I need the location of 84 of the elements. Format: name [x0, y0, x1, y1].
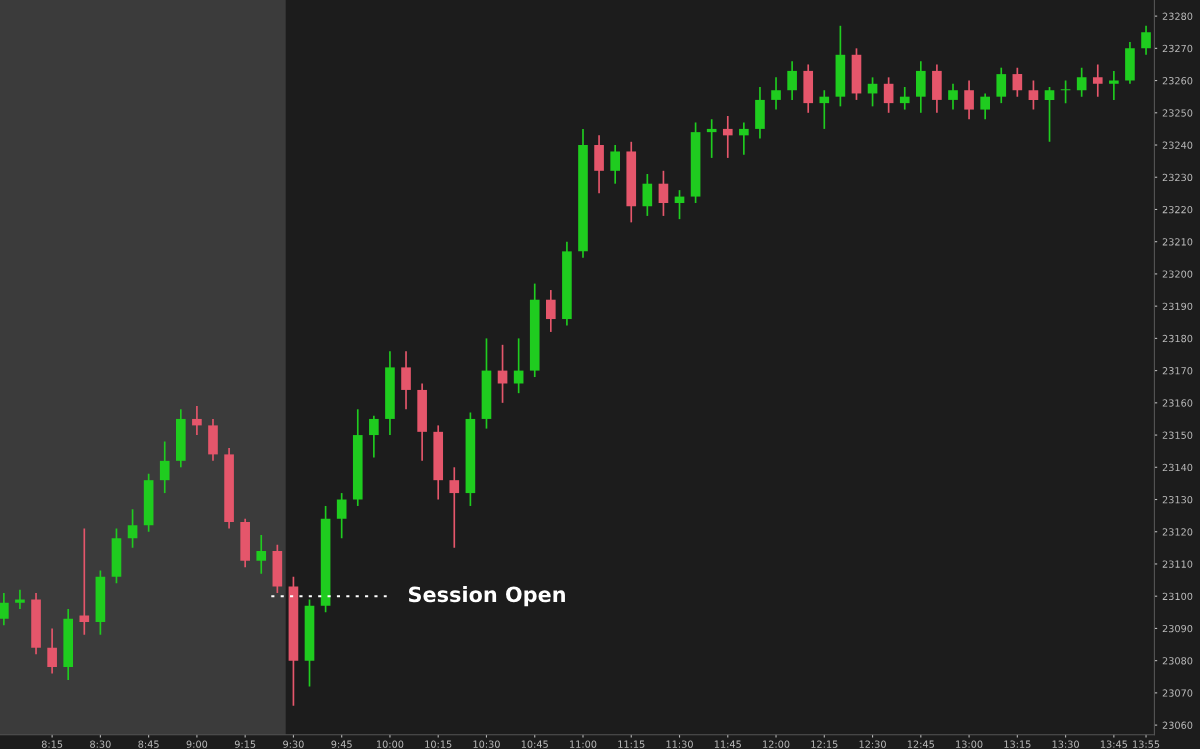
x-tick-label: 8:30 [90, 740, 111, 748]
y-tick-label: 23160 [1162, 399, 1193, 407]
candlestick [964, 79, 974, 121]
y-tick-label: 23270 [1162, 44, 1193, 53]
x-tick-label: 11:15 [618, 740, 645, 748]
candlestick [658, 169, 669, 217]
candlestick [401, 350, 411, 411]
y-tick-label: 23100 [1162, 592, 1193, 601]
y-tick-label: 23170 [1162, 367, 1193, 375]
candlestick [1076, 66, 1087, 98]
candlestick [739, 121, 749, 156]
candlestick [1092, 63, 1103, 98]
y-tick-label: 23220 [1162, 205, 1193, 214]
candlestick [192, 405, 202, 436]
y-tick-label: 23060 [1162, 721, 1193, 729]
y-tick-label: 23130 [1162, 495, 1193, 504]
x-tick-label: 10:30 [473, 740, 500, 748]
y-tick-label: 23280 [1162, 12, 1193, 20]
candlestick [787, 60, 797, 101]
x-tick-label: 10:15 [425, 740, 452, 748]
ref-line-label: Session Open [409, 586, 565, 607]
candlestick [948, 82, 958, 111]
y-tick-label: 23250 [1162, 109, 1193, 117]
y-tick-label: 23200 [1162, 270, 1193, 278]
y-tick-label: 23090 [1162, 624, 1193, 633]
candlestick [0, 592, 9, 627]
x-tick-label: 8:15 [41, 740, 63, 748]
x-tick-label: 10:45 [521, 740, 548, 748]
candlestick [1109, 70, 1119, 101]
candlestick [642, 173, 653, 217]
candlestick [610, 144, 620, 185]
x-tick-label: 13:30 [1052, 740, 1079, 748]
x-tick-label: 12:30 [859, 740, 886, 748]
x-tick-label: 9:15 [234, 740, 256, 748]
y-tick-label: 23120 [1162, 528, 1193, 536]
x-tick-label: 12:00 [763, 740, 790, 748]
candlestick [1028, 79, 1039, 111]
y-tick-label: 23230 [1162, 173, 1193, 182]
x-tick-label: 13:45 [1100, 740, 1128, 748]
x-tick-label: 11:00 [570, 740, 597, 748]
candlestick [545, 289, 556, 333]
candlestick [369, 414, 379, 459]
y-tick-label: 23110 [1162, 560, 1193, 568]
y-tick-label: 23240 [1162, 141, 1193, 149]
candlestick [79, 527, 90, 636]
x-tick-label: 9:45 [331, 740, 352, 748]
y-tick-label: 23080 [1162, 657, 1193, 665]
x-tick-label: 9:30 [283, 740, 304, 748]
candlestick [771, 76, 781, 111]
candlestick [449, 466, 460, 549]
candlestick [1060, 79, 1071, 104]
candlestick [996, 66, 1007, 104]
candlestick [336, 492, 347, 540]
candlestick [980, 92, 990, 121]
candlestick [15, 588, 25, 610]
candlestick [883, 76, 894, 114]
x-tick-label: 13:00 [956, 740, 983, 748]
x-tick-label: 8:45 [138, 740, 159, 748]
candlestick [1044, 86, 1055, 143]
candlestick [819, 89, 830, 130]
x-tick-label: 12:15 [811, 740, 838, 748]
y-tick-label: 23260 [1162, 77, 1193, 85]
candlestick [47, 627, 57, 675]
x-tick-label: 9:00 [186, 740, 208, 748]
y-tick-label: 23140 [1162, 463, 1193, 472]
candlestick [899, 86, 910, 111]
y-tick-label: 23150 [1162, 431, 1193, 439]
candlestick [1141, 24, 1151, 56]
x-tick-label: 13:15 [1004, 740, 1031, 748]
x-tick-label: 11:30 [666, 740, 693, 748]
x-tick-label: 13:55 [1133, 740, 1160, 748]
candlestick [127, 508, 138, 549]
y-tick-label: 23210 [1162, 238, 1193, 246]
candlestick [1012, 66, 1023, 98]
candlestick [256, 534, 267, 575]
x-tick-label: 11:45 [714, 740, 741, 748]
candlestick [706, 118, 717, 159]
y-tick-label: 23180 [1162, 334, 1193, 343]
x-tick-label: 10:00 [377, 740, 404, 748]
candlestick [722, 115, 733, 159]
candlestick [159, 440, 170, 494]
x-tick-label: 12:45 [907, 740, 934, 748]
y-tick-label: 23190 [1162, 302, 1193, 310]
y-tick-label: 23070 [1162, 689, 1193, 697]
